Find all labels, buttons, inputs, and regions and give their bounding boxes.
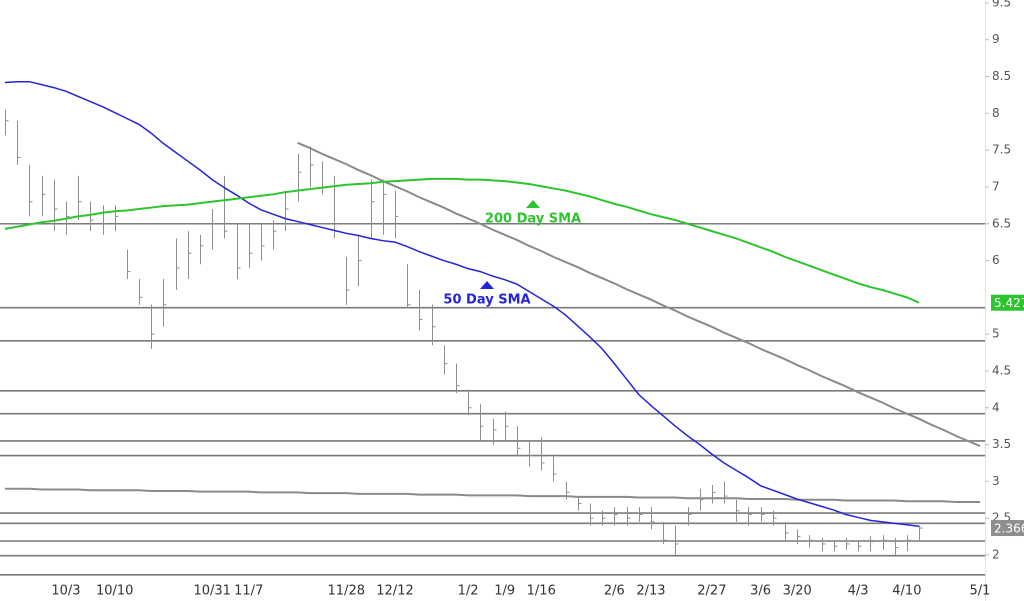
y-tick-label: 6 <box>992 253 1000 267</box>
x-tick-label: 1/16 <box>527 584 556 599</box>
x-tick-label: 2/13 <box>636 584 665 599</box>
y-tick-label: 4 <box>992 400 1000 414</box>
x-tick-label: 4/10 <box>892 584 921 599</box>
y-tick-label: 9.5 <box>992 0 1011 9</box>
x-tick-label: 12/12 <box>376 584 413 599</box>
y-tick-label: 9 <box>992 32 1000 46</box>
x-tick-label: 3/6 <box>750 584 771 599</box>
y-tick-label: 5 <box>992 327 1000 341</box>
x-tick-label: 4/3 <box>848 584 869 599</box>
x-tick-label: 10/31 <box>193 584 230 599</box>
last-value-label: 5.427 <box>994 296 1024 310</box>
annotation-label: 200 Day SMA <box>485 212 581 227</box>
x-tick-label: 11/7 <box>234 584 263 599</box>
y-tick-label: 3.5 <box>992 437 1011 451</box>
x-tick-label: 2/27 <box>697 584 726 599</box>
annotation-arrow <box>526 200 540 208</box>
x-tick-label: 3/20 <box>783 584 812 599</box>
annotation-label: 50 Day SMA <box>443 293 530 308</box>
y-tick-label: 8 <box>992 106 1000 120</box>
sma-line <box>4 177 920 304</box>
x-tick-label: 2/6 <box>604 584 625 599</box>
sma-line <box>4 80 920 528</box>
last-value-box <box>991 294 1024 311</box>
x-tick-label: 1/2 <box>458 584 479 599</box>
y-tick-label: 6.5 <box>992 216 1011 230</box>
y-tick-label: 7.5 <box>992 143 1011 157</box>
y-tick-label: 8.5 <box>992 69 1011 83</box>
y-tick-label: 4.5 <box>992 363 1011 377</box>
x-tick-label: 10/10 <box>96 584 133 599</box>
x-tick-label: 11/28 <box>328 584 365 599</box>
last-value-label: 2.366 <box>994 522 1024 536</box>
y-tick-label: 3 <box>992 474 1000 488</box>
y-tick-label: 2 <box>992 547 1000 561</box>
x-tick-label: 1/9 <box>494 584 515 599</box>
last-value-box <box>991 520 1024 537</box>
x-tick-label: 10/3 <box>51 584 80 599</box>
trendline <box>5 487 980 503</box>
trendline <box>297 141 981 447</box>
y-tick-label: 7 <box>992 179 1000 193</box>
x-tick-label: 5/1 <box>970 584 991 599</box>
annotation-arrow <box>480 281 494 289</box>
